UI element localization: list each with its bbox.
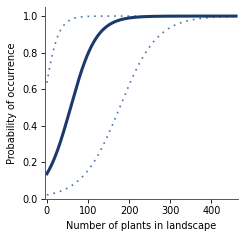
X-axis label: Number of plants in landscape: Number of plants in landscape bbox=[66, 221, 217, 231]
Y-axis label: Probability of occurrence: Probability of occurrence bbox=[7, 42, 17, 164]
